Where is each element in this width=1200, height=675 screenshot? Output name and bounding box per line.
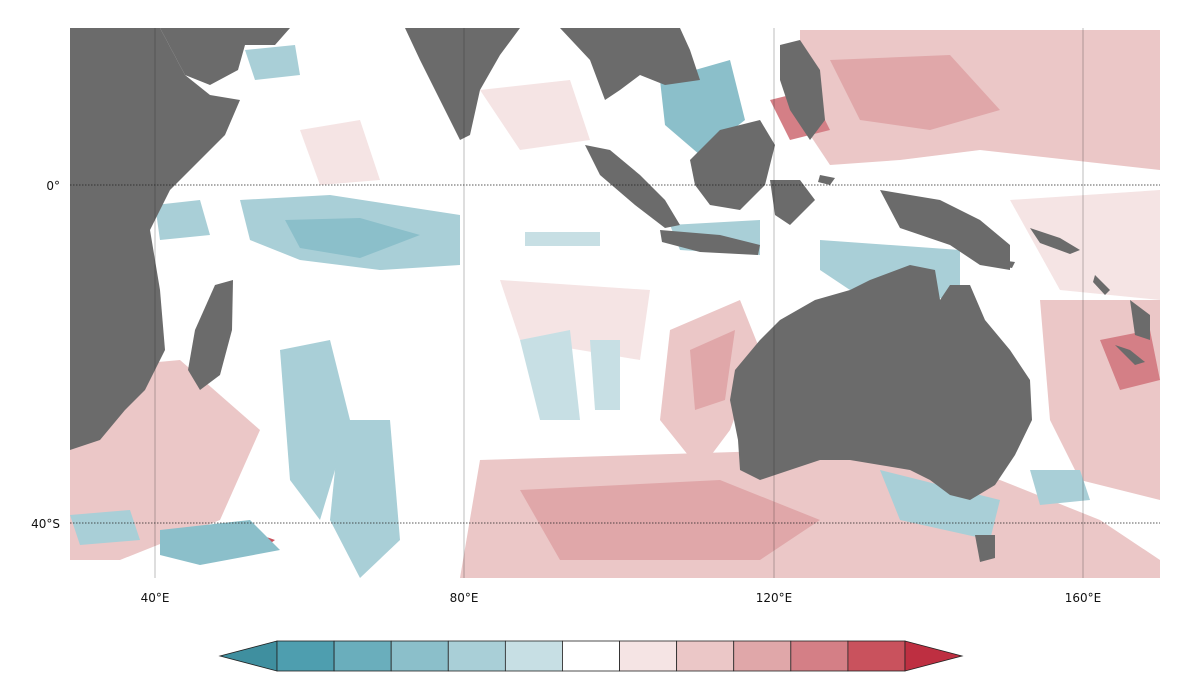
colorbar-segment	[619, 640, 678, 672]
lon-label-40e: 40°E	[141, 591, 170, 605]
land-java	[660, 230, 760, 255]
colorbar-segment	[333, 640, 392, 672]
lon-label-80e: 80°E	[450, 591, 479, 605]
colorbar-segment	[790, 640, 849, 672]
land-australia	[730, 265, 1032, 500]
land-solomon-islands	[1030, 228, 1080, 254]
colorbar-extend-high	[904, 640, 964, 672]
colorbar-extend-low	[218, 640, 278, 672]
warm-anomaly-pacific-north-inner	[830, 55, 1000, 130]
warm-anomaly-arabian-sea	[300, 120, 380, 185]
warm-anomaly-bay-of-bengal	[480, 80, 590, 150]
cool-anomaly-south-central-2	[330, 420, 400, 578]
warm-anomaly-pacific-east	[1010, 190, 1160, 300]
land-borneo	[690, 120, 775, 210]
lon-label-120e: 120°E	[756, 591, 793, 605]
cool-anomaly-west-equatorial	[155, 200, 210, 240]
cool-anomaly-south-australia	[880, 470, 1000, 540]
land-arabia	[160, 28, 290, 85]
land-vanuatu-fiji	[1093, 275, 1110, 295]
land-small-island-2	[818, 175, 835, 185]
land-new-guinea	[880, 190, 1010, 270]
land-india	[405, 28, 520, 140]
colorbar-segment	[847, 640, 906, 672]
cool-anomaly-south-central-1	[280, 340, 350, 520]
land-sumatra	[585, 145, 680, 228]
cool-anomaly-equatorial-east	[525, 232, 600, 246]
land-sulawesi	[770, 180, 815, 225]
cool-anomaly-central-band-inner	[285, 218, 420, 258]
land-new-caledonia	[1115, 345, 1145, 365]
land-new-zealand-north	[1130, 300, 1150, 340]
colorbar-segment	[676, 640, 735, 672]
lat-label-40s: 40°S	[31, 517, 60, 531]
colorbar-segment	[562, 640, 620, 672]
map-area	[70, 28, 1160, 578]
colorbar-segment	[447, 640, 506, 672]
colorbar-segment	[276, 640, 335, 672]
lat-label-0: 0°	[46, 179, 60, 193]
warm-anomaly-south-indian-inner	[520, 480, 820, 560]
land-africa	[70, 28, 240, 450]
colorbar-segment	[733, 640, 792, 672]
land-masses	[70, 28, 1150, 562]
cool-anomaly-tasman	[1030, 470, 1090, 505]
cool-anomaly-mid-ocean-2	[590, 340, 620, 410]
lon-label-160e: 160°E	[1065, 591, 1102, 605]
land-philippines	[780, 40, 825, 140]
colorbar-segment	[390, 640, 449, 672]
land-tasmania	[975, 535, 995, 562]
cool-anomaly-arabian-north	[245, 45, 300, 80]
warm-anomaly-west-australia-inner	[690, 330, 735, 410]
land-madagascar	[188, 280, 233, 390]
colorbar	[218, 640, 964, 672]
land-small-island-1	[1000, 260, 1015, 268]
colorbar-segment	[504, 640, 563, 672]
cool-anomaly-southwest	[160, 520, 280, 565]
cool-anomaly-mid-ocean-1	[520, 330, 580, 420]
land-mainland-southeast-asia	[560, 28, 700, 100]
cool-anomaly-southwest-2	[70, 510, 140, 545]
gridlines	[70, 28, 1160, 578]
